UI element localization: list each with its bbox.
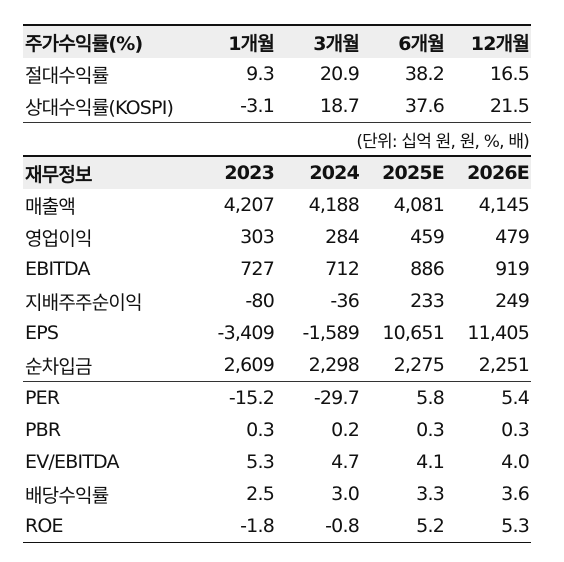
ratio-row-roe: ROE -1.8 -0.8 5.2 5.3 bbox=[23, 510, 531, 543]
financials-row-net-debt: 순차입금 2,609 2,298 2,275 2,251 bbox=[23, 349, 531, 382]
cell: -80 bbox=[245, 290, 274, 312]
cell: -0.8 bbox=[276, 510, 361, 543]
cell: 2.5 bbox=[246, 483, 275, 505]
unit-note-row: (단위: 십억 원, 원, %, 배) bbox=[23, 122, 531, 156]
cell: 5.4 bbox=[446, 381, 531, 414]
financials-header-2023: 2023 bbox=[191, 155, 276, 189]
financials-row-operating-profit: 영업이익 303 284 459 479 bbox=[23, 221, 531, 253]
returns-header-6m: 6개월 bbox=[361, 24, 446, 58]
cell: -1.8 bbox=[191, 510, 276, 543]
row-label: EBITDA bbox=[25, 258, 91, 280]
returns-header-12m: 12개월 bbox=[446, 24, 531, 58]
financial-summary: 주가수익률(%) 1개월 3개월 6개월 12개월 절대수익률 9.3 20.9… bbox=[23, 24, 531, 543]
row-label: 절대수익률 bbox=[25, 64, 109, 87]
financials-row-revenue: 매출액 4,207 4,188 4,081 4,145 bbox=[23, 189, 531, 221]
cell: 11,405 bbox=[467, 322, 529, 344]
row-label: 지배주주순이익 bbox=[25, 291, 143, 314]
cell: 284 bbox=[325, 226, 360, 248]
ratio-row-ev-ebitda: EV/EBITDA 5.3 4.7 4.1 4.0 bbox=[23, 446, 531, 478]
cell: 303 bbox=[240, 226, 275, 248]
cell: 3.6 bbox=[501, 483, 530, 505]
cell: 233 bbox=[410, 290, 445, 312]
ratio-row-dividend-yield: 배당수익률 2.5 3.0 3.3 3.6 bbox=[23, 478, 531, 510]
row-label: EV/EBITDA bbox=[25, 451, 120, 473]
returns-header-label: 주가수익률(%) bbox=[23, 24, 191, 58]
cell: 479 bbox=[495, 226, 530, 248]
cell: 2,298 bbox=[308, 354, 360, 376]
cell: 0.3 bbox=[501, 419, 530, 441]
financials-row-ebitda: EBITDA 727 712 886 919 bbox=[23, 253, 531, 285]
financials-header-label: 재무정보 bbox=[23, 155, 191, 189]
cell: 9.3 bbox=[246, 63, 275, 85]
returns-row-absolute: 절대수익률 9.3 20.9 38.2 16.5 bbox=[23, 58, 531, 90]
row-label: 상대수익률(KOSPI) bbox=[25, 96, 174, 119]
row-label: 배당수익률 bbox=[25, 484, 109, 507]
financials-header-row: 재무정보 2023 2024 2025E 2026E bbox=[23, 155, 531, 189]
cell: 459 bbox=[410, 226, 445, 248]
row-label: EPS bbox=[25, 322, 59, 344]
financials-row-eps: EPS -3,409 -1,589 10,651 11,405 bbox=[23, 317, 531, 349]
cell: 4,207 bbox=[223, 194, 275, 216]
cell: 4,145 bbox=[478, 194, 530, 216]
ratio-row-per: PER -15.2 -29.7 5.8 5.4 bbox=[23, 381, 531, 414]
returns-header-row: 주가수익률(%) 1개월 3개월 6개월 12개월 bbox=[23, 24, 531, 58]
cell: 4,081 bbox=[393, 194, 445, 216]
ratios-section: PER -15.2 -29.7 5.8 5.4 PBR 0.3 0.2 0.3 … bbox=[23, 381, 531, 543]
cell: 4.1 bbox=[416, 451, 445, 473]
summary-table: 주가수익률(%) 1개월 3개월 6개월 12개월 절대수익률 9.3 20.9… bbox=[23, 24, 531, 543]
cell: -3.1 bbox=[240, 95, 275, 117]
cell: 20.9 bbox=[319, 63, 360, 85]
returns-header-3m: 3개월 bbox=[276, 24, 361, 58]
cell: 5.3 bbox=[446, 510, 531, 543]
unit-note: (단위: 십억 원, 원, %, 배) bbox=[23, 122, 531, 156]
returns-header-1m: 1개월 bbox=[191, 24, 276, 58]
cell: 5.2 bbox=[361, 510, 446, 543]
cell: 886 bbox=[410, 258, 445, 280]
cell: -1,589 bbox=[302, 322, 360, 344]
cell: -15.2 bbox=[191, 381, 276, 414]
cell: 712 bbox=[325, 258, 360, 280]
row-label: ROE bbox=[23, 510, 191, 543]
row-label: 매출액 bbox=[25, 195, 76, 218]
cell: 0.3 bbox=[416, 419, 445, 441]
cell: 18.7 bbox=[319, 95, 360, 117]
row-label: PER bbox=[23, 381, 191, 414]
cell: -36 bbox=[330, 290, 359, 312]
cell: 5.3 bbox=[246, 451, 275, 473]
cell: 37.6 bbox=[404, 95, 445, 117]
cell: 0.2 bbox=[331, 419, 360, 441]
returns-row-relative: 상대수익률(KOSPI) -3.1 18.7 37.6 21.5 bbox=[23, 90, 531, 123]
ratio-row-pbr: PBR 0.3 0.2 0.3 0.3 bbox=[23, 414, 531, 446]
returns-section: 주가수익률(%) 1개월 3개월 6개월 12개월 절대수익률 9.3 20.9… bbox=[23, 24, 531, 156]
cell: 919 bbox=[495, 258, 530, 280]
cell: 16.5 bbox=[489, 63, 530, 85]
cell: 727 bbox=[240, 258, 275, 280]
row-label: 순차입금 bbox=[25, 355, 93, 378]
financials-row-net-income: 지배주주순이익 -80 -36 233 249 bbox=[23, 285, 531, 317]
cell: 2,609 bbox=[223, 354, 275, 376]
cell: -3,409 bbox=[217, 322, 275, 344]
cell: 3.0 bbox=[331, 483, 360, 505]
cell: 4,188 bbox=[308, 194, 360, 216]
cell: 0.3 bbox=[246, 419, 275, 441]
cell: 5.8 bbox=[361, 381, 446, 414]
cell: 4.0 bbox=[501, 451, 530, 473]
financials-header-2025e: 2025E bbox=[361, 155, 446, 189]
cell: 10,651 bbox=[382, 322, 444, 344]
cell: 249 bbox=[495, 290, 530, 312]
cell: 2,251 bbox=[478, 354, 530, 376]
cell: 38.2 bbox=[404, 63, 445, 85]
cell: 3.3 bbox=[416, 483, 445, 505]
financials-section: 재무정보 2023 2024 2025E 2026E 매출액 4,207 4,1… bbox=[23, 155, 531, 382]
cell: 4.7 bbox=[331, 451, 360, 473]
financials-header-2026e: 2026E bbox=[446, 155, 531, 189]
row-label: 영업이익 bbox=[25, 227, 93, 250]
row-label: PBR bbox=[25, 419, 61, 441]
cell: 2,275 bbox=[393, 354, 445, 376]
cell: 21.5 bbox=[489, 95, 530, 117]
cell: -29.7 bbox=[276, 381, 361, 414]
financials-header-2024: 2024 bbox=[276, 155, 361, 189]
